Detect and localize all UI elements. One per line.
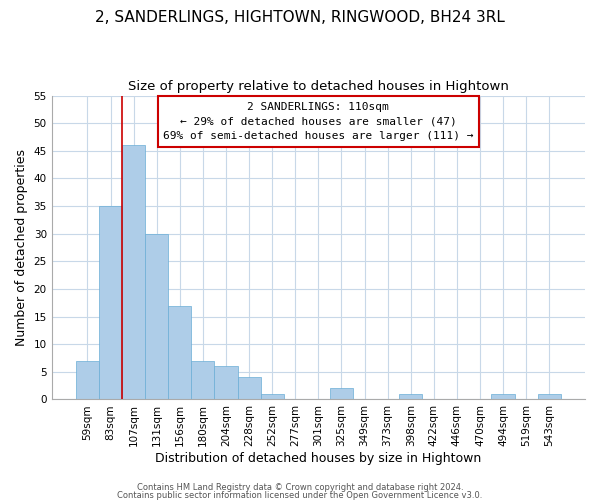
Text: Contains HM Land Registry data © Crown copyright and database right 2024.: Contains HM Land Registry data © Crown c…: [137, 484, 463, 492]
X-axis label: Distribution of detached houses by size in Hightown: Distribution of detached houses by size …: [155, 452, 481, 465]
Bar: [99, 206, 122, 400]
Bar: [238, 378, 260, 400]
Bar: [145, 234, 168, 400]
Bar: [260, 394, 284, 400]
Text: Contains public sector information licensed under the Open Government Licence v3: Contains public sector information licen…: [118, 490, 482, 500]
Bar: [76, 361, 99, 400]
Y-axis label: Number of detached properties: Number of detached properties: [15, 149, 28, 346]
Bar: [191, 361, 214, 400]
Title: Size of property relative to detached houses in Hightown: Size of property relative to detached ho…: [128, 80, 509, 93]
Bar: [538, 394, 561, 400]
Bar: [491, 394, 515, 400]
Text: 2, SANDERLINGS, HIGHTOWN, RINGWOOD, BH24 3RL: 2, SANDERLINGS, HIGHTOWN, RINGWOOD, BH24…: [95, 10, 505, 25]
Bar: [214, 366, 238, 400]
Bar: [122, 146, 145, 400]
Text: 2 SANDERLINGS: 110sqm
← 29% of detached houses are smaller (47)
69% of semi-deta: 2 SANDERLINGS: 110sqm ← 29% of detached …: [163, 102, 473, 141]
Bar: [399, 394, 422, 400]
Bar: [330, 388, 353, 400]
Bar: [168, 306, 191, 400]
